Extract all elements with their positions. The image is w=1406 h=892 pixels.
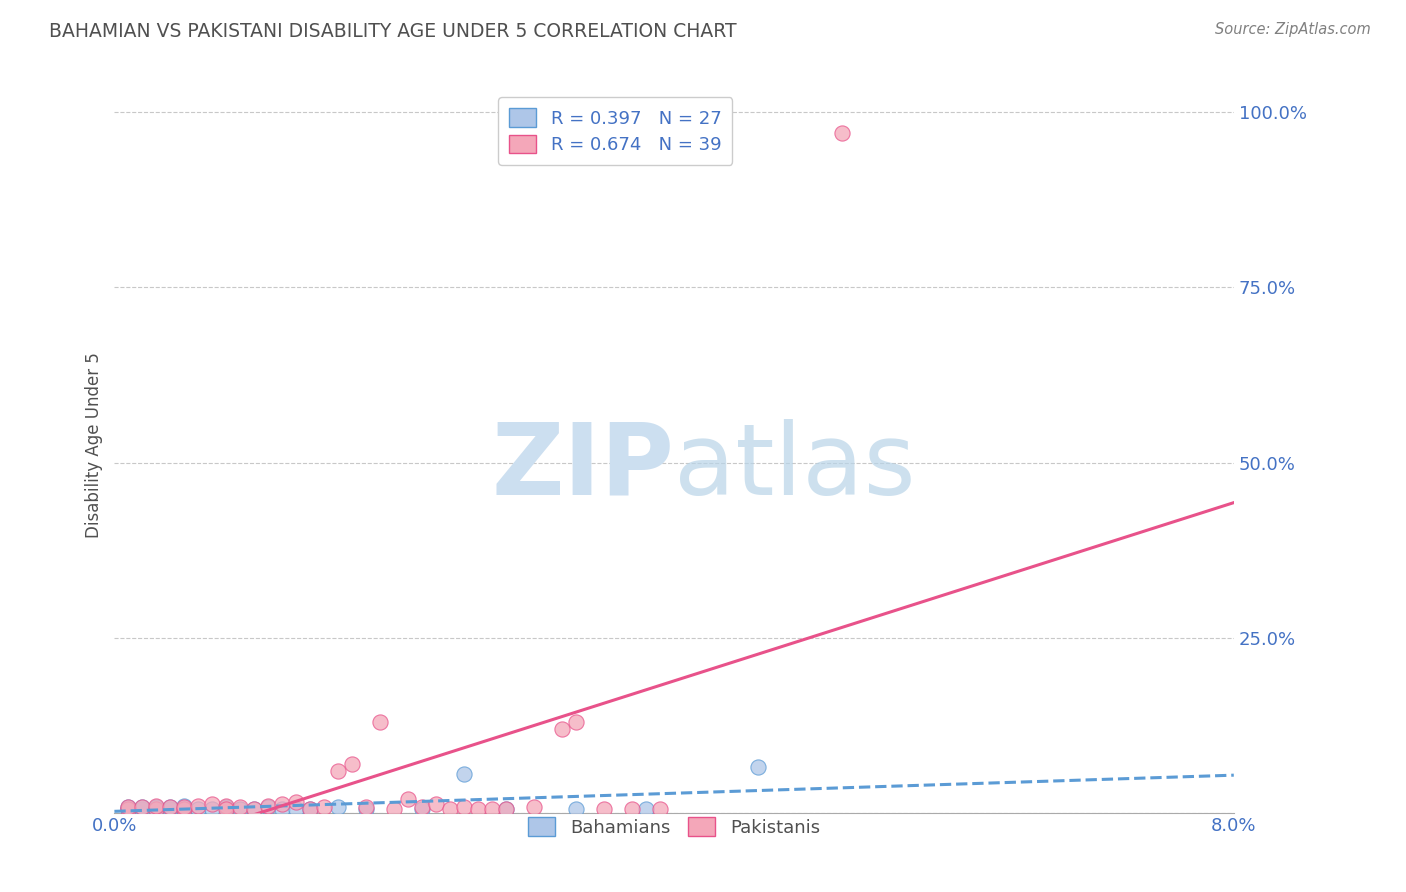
Point	[131, 800, 153, 814]
Point	[621, 802, 644, 816]
Point	[187, 802, 209, 816]
Point	[495, 802, 517, 816]
Point	[411, 800, 433, 814]
Point	[747, 760, 769, 774]
Point	[271, 802, 294, 816]
Point	[173, 802, 195, 816]
Point	[145, 802, 167, 816]
Point	[145, 802, 167, 816]
Point	[328, 764, 350, 778]
Point	[117, 802, 139, 816]
Point	[368, 714, 391, 729]
Point	[299, 802, 322, 816]
Point	[215, 800, 238, 814]
Point	[453, 800, 475, 814]
Point	[481, 802, 503, 816]
Point	[467, 802, 489, 816]
Point	[299, 802, 322, 816]
Y-axis label: Disability Age Under 5: Disability Age Under 5	[86, 352, 103, 538]
Point	[285, 802, 308, 816]
Point	[285, 795, 308, 809]
Point	[382, 802, 405, 816]
Point	[342, 756, 364, 771]
Point	[117, 800, 139, 814]
Text: atlas: atlas	[673, 418, 915, 516]
Point	[328, 800, 350, 814]
Point	[565, 714, 588, 729]
Point	[257, 798, 280, 813]
Point	[439, 802, 461, 816]
Point	[396, 791, 419, 805]
Point	[229, 802, 252, 816]
Point	[117, 800, 139, 814]
Point	[551, 722, 574, 736]
Point	[411, 802, 433, 816]
Point	[201, 802, 224, 816]
Point	[565, 802, 588, 816]
Point	[117, 802, 139, 816]
Point	[314, 800, 336, 814]
Text: Source: ZipAtlas.com: Source: ZipAtlas.com	[1215, 22, 1371, 37]
Point	[243, 802, 266, 816]
Point	[131, 800, 153, 814]
Point	[229, 800, 252, 814]
Point	[145, 800, 167, 814]
Legend: Bahamians, Pakistanis: Bahamians, Pakistanis	[522, 810, 827, 844]
Point	[271, 797, 294, 812]
Point	[257, 800, 280, 814]
Point	[187, 798, 209, 813]
Point	[831, 127, 853, 141]
Point	[636, 802, 658, 816]
Point	[173, 800, 195, 814]
Point	[215, 802, 238, 816]
Point	[159, 802, 181, 816]
Point	[173, 802, 195, 816]
Point	[215, 798, 238, 813]
Point	[495, 802, 517, 816]
Point	[425, 797, 447, 812]
Point	[159, 800, 181, 814]
Point	[356, 802, 378, 816]
Text: BAHAMIAN VS PAKISTANI DISABILITY AGE UNDER 5 CORRELATION CHART: BAHAMIAN VS PAKISTANI DISABILITY AGE UND…	[49, 22, 737, 41]
Point	[648, 802, 671, 816]
Point	[145, 798, 167, 813]
Point	[243, 802, 266, 816]
Point	[593, 802, 616, 816]
Point	[173, 798, 195, 813]
Point	[131, 802, 153, 816]
Point	[159, 800, 181, 814]
Point	[201, 797, 224, 812]
Text: ZIP: ZIP	[491, 418, 673, 516]
Point	[453, 767, 475, 781]
Point	[356, 800, 378, 814]
Point	[523, 800, 546, 814]
